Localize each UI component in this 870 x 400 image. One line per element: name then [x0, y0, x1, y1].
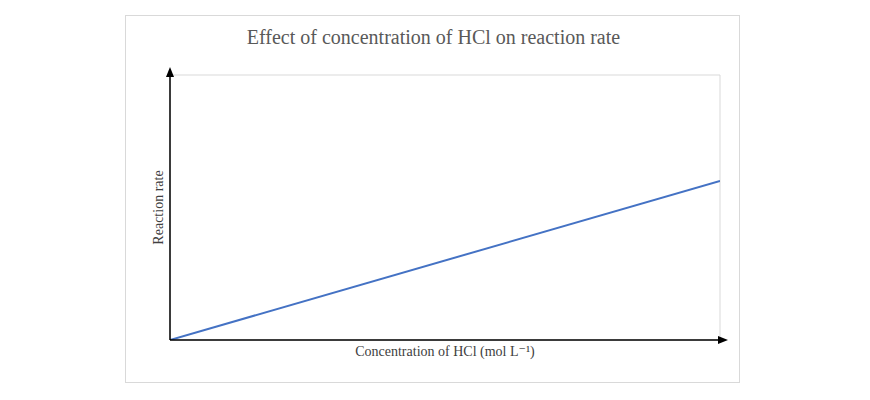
svg-text:Concentration of HCl (mol L⁻¹): Concentration of HCl (mol L⁻¹)	[355, 344, 535, 360]
svg-text:Reaction rate: Reaction rate	[151, 170, 166, 244]
html-text:Effect of concentration of HCl: Effect of concentration of HCl on reacti…	[246, 26, 621, 48]
